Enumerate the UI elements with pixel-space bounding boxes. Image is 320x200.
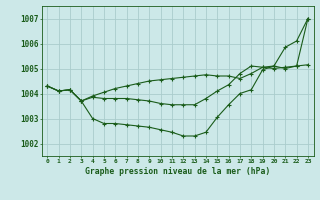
X-axis label: Graphe pression niveau de la mer (hPa): Graphe pression niveau de la mer (hPa) (85, 167, 270, 176)
